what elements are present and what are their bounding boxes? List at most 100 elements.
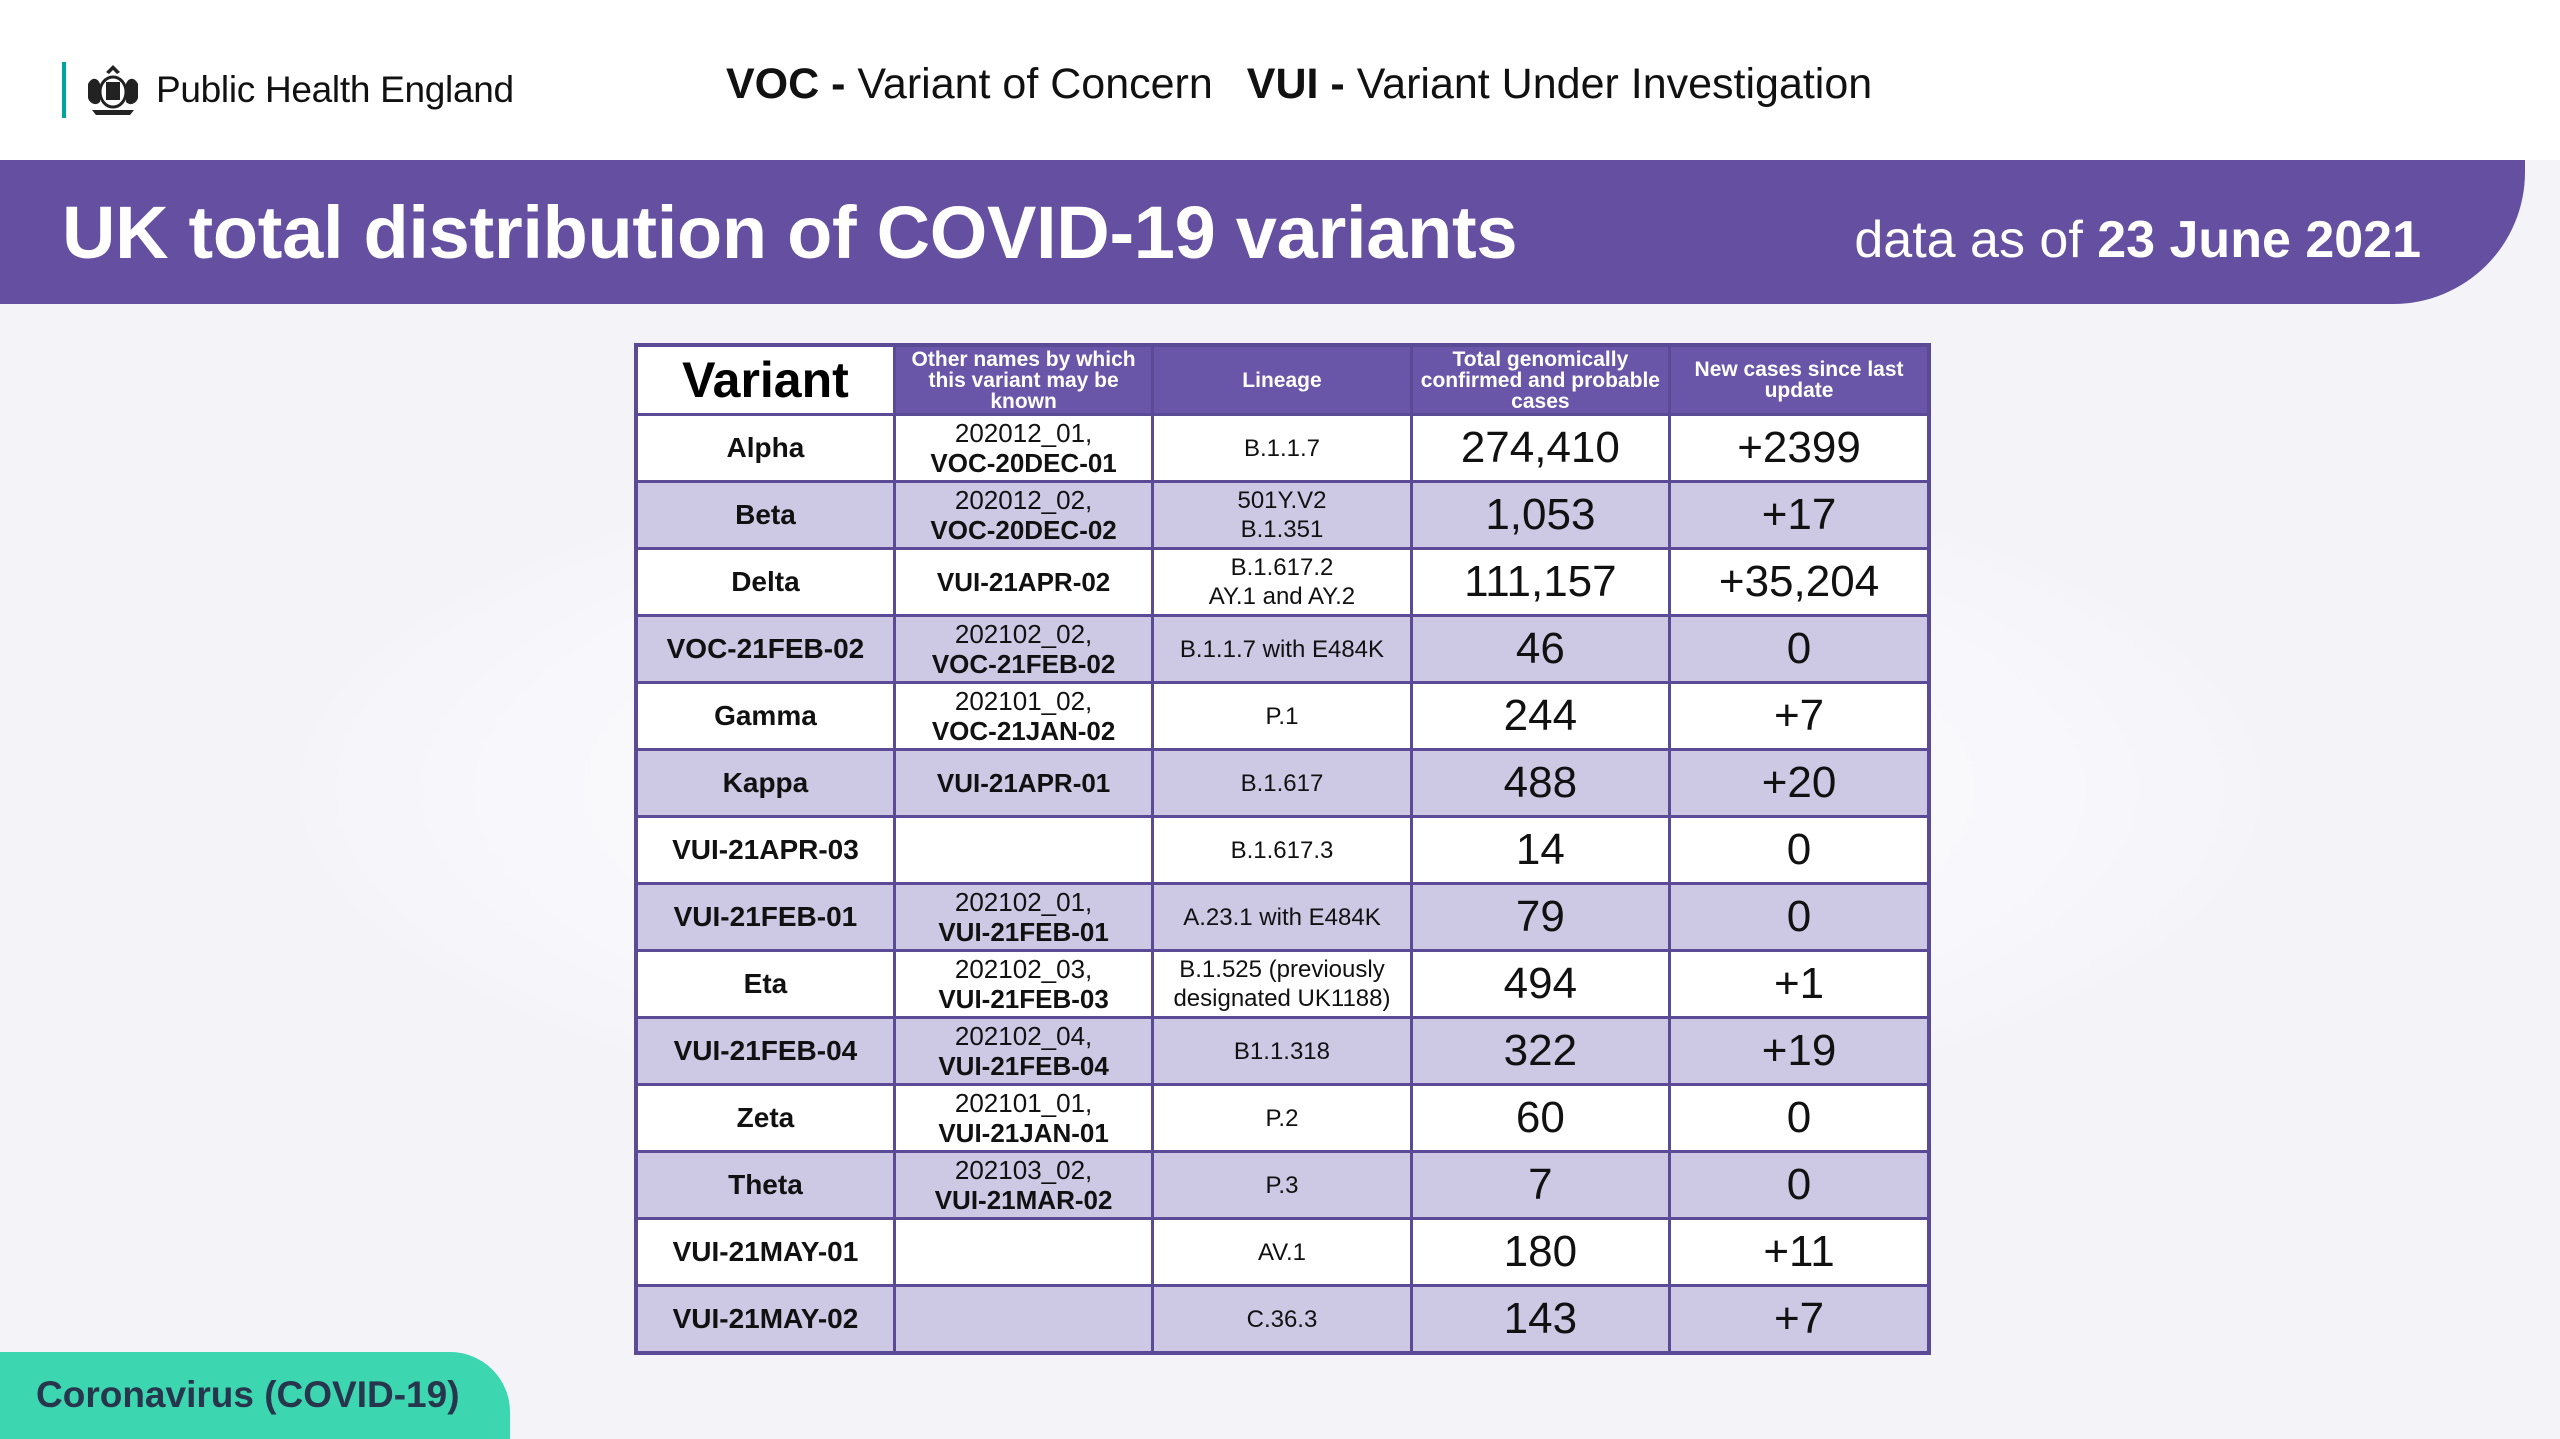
other-name-id: VUI-21JAN-01 (938, 1118, 1109, 1148)
other-names-cell: 202101_01, VUI-21JAN-01 (892, 1083, 1155, 1153)
new-cases-cell: 0 (1668, 1150, 1931, 1220)
lineage-cell: B.1.1.7 (1151, 413, 1413, 483)
lineage-cell: P.3 (1151, 1150, 1413, 1220)
lineage-cell: A.23.1 with E484K (1151, 882, 1413, 952)
logo-rule (62, 62, 66, 118)
header-total: Total genomically confirmed and probable… (1409, 343, 1672, 416)
other-name-id: VUI-21FEB-03 (938, 984, 1109, 1014)
variant-cell: VUI-21MAY-02 (634, 1284, 896, 1355)
other-names-cell: 202102_02, VOC-21FEB-02 (892, 614, 1155, 684)
lineage-line-2: B.1.351 (1240, 516, 1324, 543)
new-cases-cell: 0 (1668, 815, 1931, 885)
new-cases-cell: +11 (1668, 1217, 1931, 1287)
footer-label: Coronavirus (COVID-19) (36, 1374, 460, 1415)
variant-cell: Theta (634, 1150, 896, 1220)
other-names-cell: 202102_03, VUI-21FEB-03 (892, 949, 1155, 1019)
other-names-cell (892, 1284, 1155, 1355)
other-name-id: VUI-21APR-01 (936, 768, 1111, 798)
table-row: VUI-21FEB-04 202102_04, VUI-21FEB-04 B1.1.3… (634, 1016, 1931, 1086)
legend-voc-text: Variant of Concern (857, 60, 1213, 108)
total-cases-cell: 274,410 (1409, 413, 1672, 483)
new-cases-cell: +1 (1668, 949, 1931, 1019)
date-value: 23 June 2021 (2097, 211, 2421, 269)
lineage-line-1: B.1.617 (1240, 769, 1324, 797)
other-names-cell: 202101_02, VOC-21JAN-02 (892, 681, 1155, 751)
total-cases-cell: 46 (1409, 614, 1672, 684)
other-name-id: VOC-20DEC-01 (930, 448, 1117, 478)
total-cases-cell: 14 (1409, 815, 1672, 885)
other-name-id: VUI-21FEB-01 (938, 917, 1109, 947)
lineage-line-1: B.1.525 (previously (1179, 956, 1385, 983)
other-name-id: VOC-20DEC-02 (930, 515, 1117, 545)
other-name-id: VUI-21APR-02 (936, 567, 1111, 597)
lineage-cell: B.1.525 (previously designated UK1188) (1151, 949, 1413, 1019)
table-header-row: Variant Other names by which this varian… (634, 343, 1931, 416)
lineage-line-1: P.1 (1265, 702, 1299, 730)
lineage-line-2: designated UK1188) (1173, 985, 1391, 1012)
legend-separator-voc: - (831, 60, 846, 108)
total-cases-cell: 111,157 (1409, 547, 1672, 617)
other-name-code: 202012_02, (954, 485, 1093, 515)
lineage-line-1: 501Y.V2 (1237, 487, 1327, 514)
other-names-cell: 202102_04, VUI-21FEB-04 (892, 1016, 1155, 1086)
other-name-code: 202102_04, (954, 1021, 1093, 1051)
royal-crest-icon (88, 65, 138, 115)
legend-vui-abbr: VUI (1246, 60, 1319, 108)
other-name-code: 202102_01, (954, 887, 1093, 917)
total-cases-cell: 244 (1409, 681, 1672, 751)
other-name-code: 202101_02, (954, 686, 1093, 716)
footer-tab: Coronavirus (COVID-19) (0, 1352, 510, 1439)
other-name-code: 202012_01, (954, 418, 1093, 448)
total-cases-cell: 79 (1409, 882, 1672, 952)
lineage-cell: P.1 (1151, 681, 1413, 751)
variant-cell: VUI-21FEB-04 (634, 1016, 896, 1086)
other-name-code: 202102_03, (954, 954, 1093, 984)
variant-cell: Gamma (634, 681, 896, 751)
org-name: Public Health England (156, 69, 514, 110)
table-row: Beta 202012_02, VOC-20DEC-02 501Y.V2 B.1.351… (634, 480, 1931, 550)
table-row: Zeta 202101_01, VUI-21JAN-01 P.2 60 0 (634, 1083, 1931, 1153)
lineage-cell: AV.1 (1151, 1217, 1413, 1287)
other-name-code: 202103_02, (954, 1155, 1093, 1185)
top-bar: Public Health England VOC - Variant of C… (0, 0, 2560, 160)
table-row: Theta 202103_02, VUI-21MAR-02 P.3 7 0 (634, 1150, 1931, 1220)
lineage-cell: C.36.3 (1151, 1284, 1413, 1355)
total-cases-cell: 7 (1409, 1150, 1672, 1220)
title-banner: UK total distribution of COVID-19 varian… (0, 160, 2525, 304)
lineage-cell: B1.1.318 (1151, 1016, 1413, 1086)
other-name-id: VOC-21JAN-02 (931, 716, 1116, 746)
table-row: VUI-21MAY-02 C.36.3 143 +7 (634, 1284, 1931, 1355)
new-cases-cell: +7 (1668, 681, 1931, 751)
total-cases-cell: 488 (1409, 748, 1672, 818)
other-names-cell: 202012_02, VOC-20DEC-02 (892, 480, 1155, 550)
new-cases-cell: +20 (1668, 748, 1931, 818)
new-cases-cell: 0 (1668, 614, 1931, 684)
lineage-line-1: C.36.3 (1246, 1305, 1318, 1333)
new-cases-cell: +7 (1668, 1284, 1931, 1355)
new-cases-cell: 0 (1668, 882, 1931, 952)
table-row: Delta VUI-21APR-02 B.1.617.2 AY.1 and AY.2 1… (634, 547, 1931, 617)
total-cases-cell: 494 (1409, 949, 1672, 1019)
other-names-cell: 202012_01, VOC-20DEC-01 (892, 413, 1155, 483)
lineage-line-1: B1.1.318 (1233, 1037, 1331, 1065)
lineage-cell: B.1.617 (1151, 748, 1413, 818)
new-cases-cell: +35,204 (1668, 547, 1931, 617)
lineage-cell: B.1.617.3 (1151, 815, 1413, 885)
total-cases-cell: 60 (1409, 1083, 1672, 1153)
other-name-code: 202101_01, (954, 1088, 1093, 1118)
legend-vui-text: Variant Under Investigation (1356, 60, 1873, 108)
lineage-cell: B.1.617.2 AY.1 and AY.2 (1151, 547, 1413, 617)
total-cases-cell: 322 (1409, 1016, 1672, 1086)
lineage-line-2: AY.1 and AY.2 (1208, 583, 1356, 610)
phe-logo: Public Health England (62, 62, 514, 118)
date-prefix: data as of (1854, 211, 2083, 269)
table-row: Eta 202102_03, VUI-21FEB-03 B.1.525 (previo… (634, 949, 1931, 1019)
other-names-cell (892, 1217, 1155, 1287)
variant-cell: VUI-21FEB-01 (634, 882, 896, 952)
page-title: UK total distribution of COVID-19 varian… (62, 191, 1518, 274)
other-names-cell: 202102_01, VUI-21FEB-01 (892, 882, 1155, 952)
new-cases-cell: +2399 (1668, 413, 1931, 483)
other-name-code: 202102_02, (954, 619, 1093, 649)
new-cases-cell: +17 (1668, 480, 1931, 550)
lineage-cell: P.2 (1151, 1083, 1413, 1153)
